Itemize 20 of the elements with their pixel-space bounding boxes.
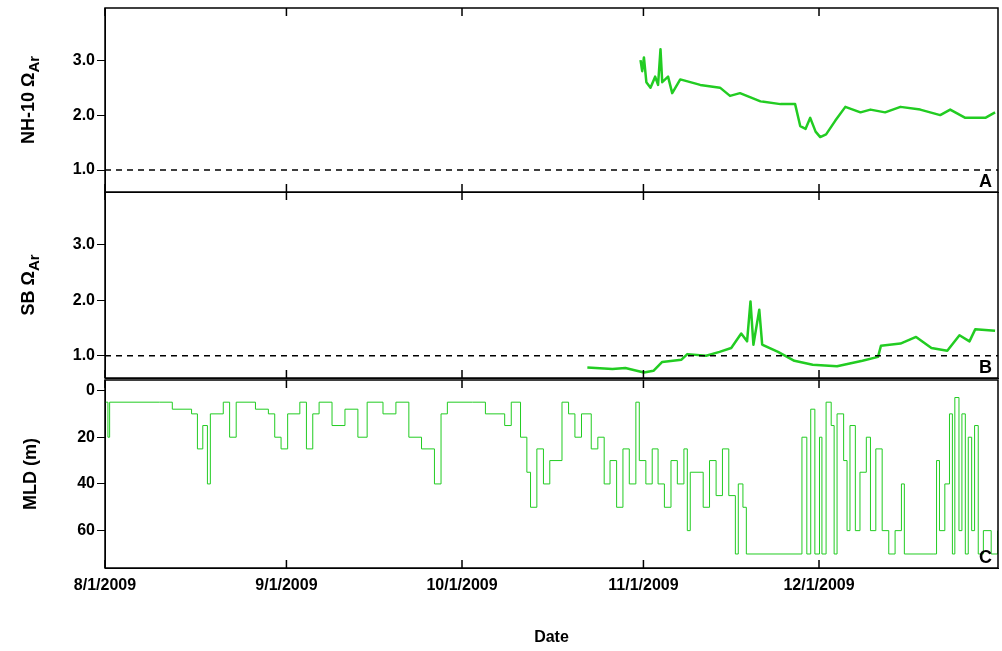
x-tick-label: 9/1/2009 — [255, 576, 318, 594]
y-tick-label: 60 — [77, 521, 96, 539]
x-tick-label: 11/1/2009 — [608, 576, 679, 594]
y-axis-title: MLD (m) — [19, 438, 41, 510]
annotation: A — [979, 170, 992, 191]
annotation: B — [979, 356, 992, 377]
annotation: C — [979, 546, 992, 567]
x-tick-label: 8/1/2009 — [73, 576, 137, 594]
y-tick-label: 40 — [77, 474, 96, 492]
y-tick-label: 1.0 — [72, 346, 96, 364]
y-tick-label: 2.0 — [72, 105, 96, 123]
y-tick-label: 1.0 — [72, 160, 96, 178]
x-axis-title: Date — [534, 627, 569, 645]
y-tick-label: 2.0 — [72, 290, 96, 308]
x-tick-label: 10/1/2009 — [426, 576, 498, 594]
y-tick-label: 0 — [86, 380, 96, 398]
y-tick-label: 3.0 — [72, 50, 96, 68]
y-tick-label: 3.0 — [72, 235, 96, 253]
y-tick-label: 20 — [77, 427, 96, 445]
x-tick-label: 12/1/2009 — [783, 576, 855, 594]
